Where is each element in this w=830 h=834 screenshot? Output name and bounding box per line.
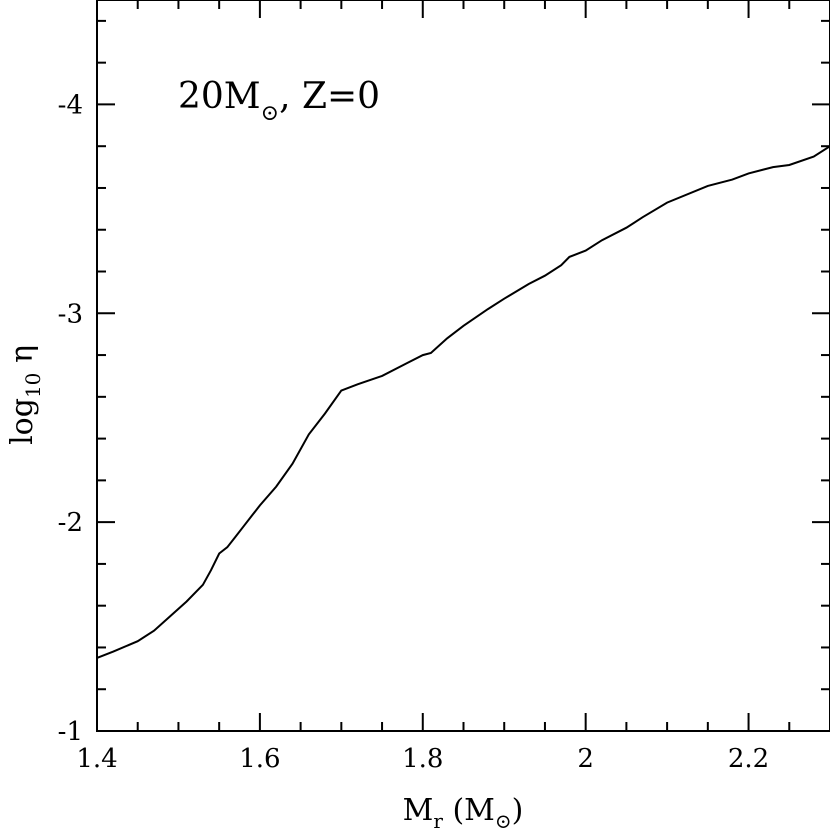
y-tick-label: -1 (58, 717, 83, 747)
y-tick-label: -3 (58, 299, 83, 329)
x-tick-label: 1.4 (76, 744, 117, 774)
x-tick-label: 2 (577, 744, 594, 774)
x-tick-label: 1.6 (239, 744, 280, 774)
y-axis-title: log10 η (5, 345, 45, 445)
series-line (96, 145, 830, 659)
tick-labels: 1.4 1.6 1.8 2 2.2 -1 -2 -3 -4 (58, 90, 770, 774)
x-tick-label: 1.8 (402, 744, 443, 774)
y-tick-label: -4 (58, 90, 83, 120)
x-axis-title: Mr (M⊙) (403, 793, 524, 833)
y-tick-label: -2 (58, 508, 83, 538)
axis-ticks (96, 0, 830, 732)
x-tick-label: 2.2 (728, 744, 769, 774)
chart-annotation: 20M⊙, Z=0 (178, 76, 380, 126)
